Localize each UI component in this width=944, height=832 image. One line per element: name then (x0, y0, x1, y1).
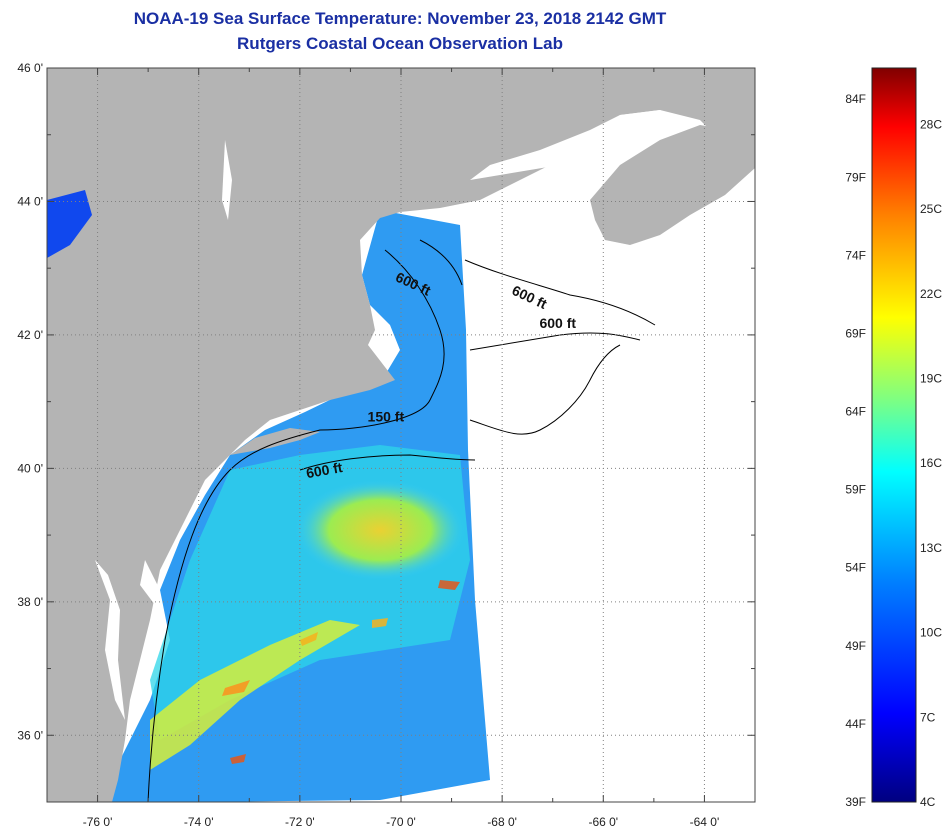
longitude-label: -68 0' (487, 815, 517, 829)
colorbar-f-label: 74F (845, 248, 866, 262)
colorbar-c-label: 4C (920, 795, 936, 809)
colorbar-celsius-labels: 28C 25C 22C 19C 16C 13C 10C 7C 4C (920, 117, 942, 809)
colorbar-c-label: 13C (920, 541, 942, 555)
contour-label: 600 ft (539, 315, 576, 331)
map-layers (47, 68, 755, 802)
land-nova-scotia (590, 125, 755, 245)
longitude-label: -76 0' (83, 815, 113, 829)
longitude-label: -66 0' (588, 815, 618, 829)
gulf-stream-hot (372, 618, 388, 628)
gulf-stream-hot (230, 754, 246, 764)
offshore-speckle (210, 680, 476, 783)
latitude-label: 38 0' (17, 595, 43, 609)
colorbar-f-label: 69F (845, 326, 866, 340)
map-title: NOAA-19 Sea Surface Temperature: Novembe… (133, 9, 667, 28)
contour-label: 150 ft (368, 409, 405, 425)
bay-chesapeake (95, 560, 125, 720)
longitude-label: -72 0' (285, 815, 315, 829)
map-subtitle: Rutgers Coastal Ocean Observation Lab (237, 34, 563, 53)
colorbar-f-label: 54F (845, 561, 866, 575)
colorbar-c-label: 22C (920, 287, 942, 301)
colorbar-c-label: 16C (920, 456, 942, 470)
colorbar-c-label: 7C (920, 710, 936, 724)
longitude-label: -64 0' (690, 815, 720, 829)
gulf-stream-hot (300, 632, 318, 646)
colorbar-f-label: 64F (845, 405, 866, 419)
contour-label: 600 ft (305, 459, 344, 481)
land-long-island (230, 428, 320, 455)
depth-contours (147, 239, 656, 802)
colorbar-c-label: 25C (920, 202, 942, 216)
latitude-label: 44 0' (17, 194, 43, 208)
longitude-label: -70 0' (386, 815, 416, 829)
colorbar-f-label: 84F (845, 92, 866, 106)
gulf-of-saint-lawrence (470, 110, 680, 180)
colorbar-c-label: 19C (920, 372, 942, 386)
colorbar-fahrenheit-labels: 84F 79F 74F 69F 64F 59F 54F 49F 44F 39F (845, 92, 866, 809)
latitude-label: 36 0' (17, 728, 43, 742)
lake-champlain-region (222, 140, 232, 220)
latitude-label: 42 0' (17, 328, 43, 342)
bay-delaware (140, 560, 160, 605)
gulf-stream-band (150, 620, 360, 770)
latitude-label: 40 0' (17, 461, 43, 475)
axis-ticks (46, 67, 756, 803)
warm-core (295, 480, 465, 580)
colorbar-f-label: 44F (845, 717, 866, 731)
colorbar (871, 67, 917, 803)
gulf-stream-hot (438, 580, 460, 590)
latitude-axis: 46 0' 44 0' 42 0' 40 0' 38 0' 36 0' (17, 61, 43, 742)
longitude-axis: -76 0' -74 0' -72 0' -70 0' -68 0' -66 0' -64 … (83, 815, 720, 829)
colorbar-f-label: 79F (845, 170, 866, 184)
colorbar-f-label: 49F (845, 639, 866, 653)
longitude-label: -74 0' (184, 815, 214, 829)
colorbar-f-label: 39F (845, 795, 866, 809)
land-mainland (47, 68, 755, 802)
latitude-label: 46 0' (17, 61, 43, 75)
colorbar-c-label: 10C (920, 626, 942, 640)
gulf-stream-hot (222, 680, 250, 696)
lake-ontario (47, 190, 92, 258)
colorbar-c-label: 28C (920, 117, 942, 131)
colorbar-f-label: 59F (845, 483, 866, 497)
